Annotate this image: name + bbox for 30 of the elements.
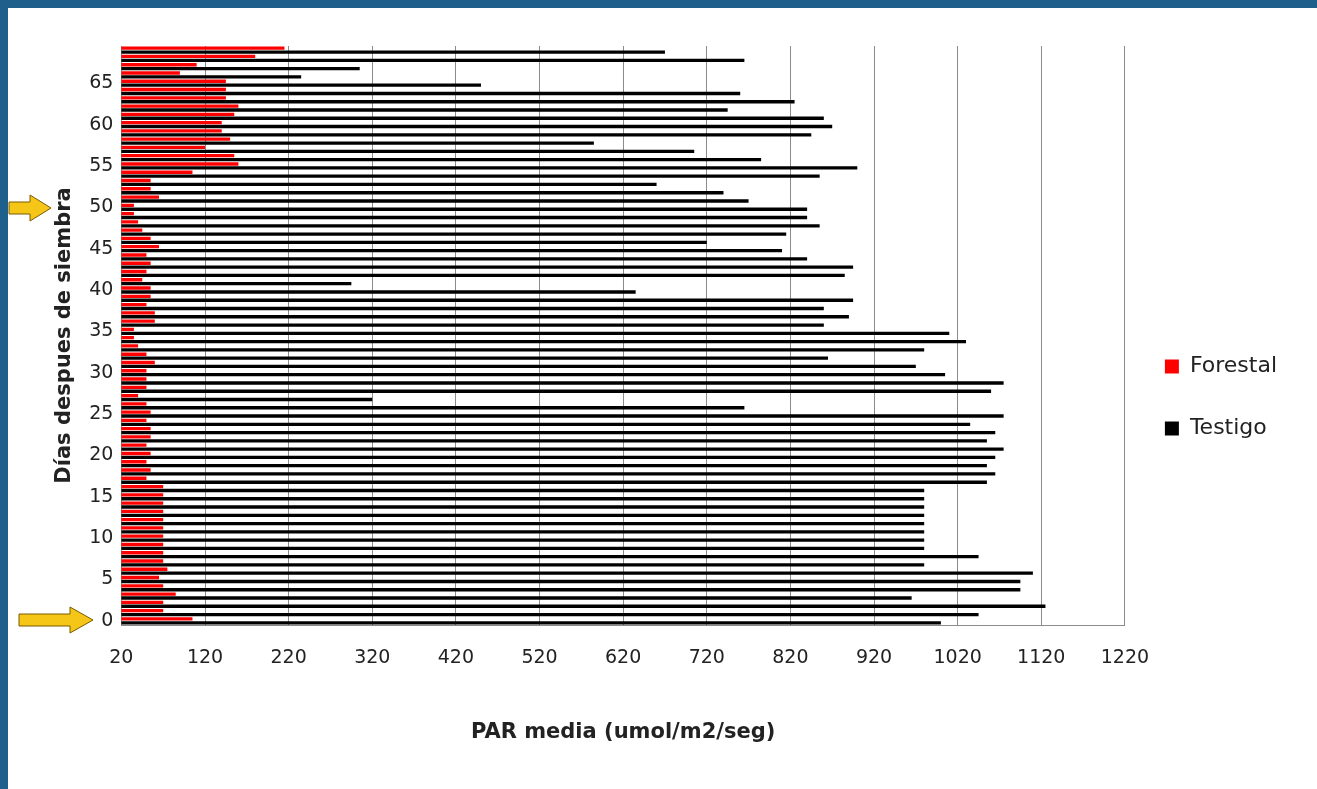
- x-tick-label: 220: [270, 645, 307, 668]
- y-tick-label: 60: [89, 111, 114, 134]
- y-tick-label: 30: [89, 359, 114, 382]
- y-tick-label: 45: [89, 235, 114, 258]
- x-tick-label: 920: [855, 645, 893, 668]
- legend-label: Forestal: [1189, 352, 1277, 378]
- y-tick-label: 10: [89, 525, 114, 548]
- y-tick-label: 25: [89, 401, 114, 424]
- y-tick-label: 50: [89, 194, 114, 217]
- x-tick-label: 1220: [1100, 645, 1150, 668]
- y-tick-label: 65: [89, 70, 114, 93]
- x-tick-label: 120: [186, 645, 224, 668]
- x-tick-label: 720: [688, 645, 725, 668]
- x-tick-label: 520: [521, 645, 558, 668]
- x-tick-label: 1120: [1017, 645, 1066, 668]
- x-tick-label: 420: [437, 645, 475, 668]
- y-tick-label: 40: [89, 276, 114, 299]
- x-tick-label: 620: [605, 645, 642, 668]
- y-tick-label: 0: [101, 607, 114, 630]
- y-axis-title: Días despues de siembra: [51, 187, 76, 484]
- y-tick-label: 55: [89, 152, 114, 175]
- x-tick-label: 820: [772, 645, 809, 668]
- x-tick-label: 1020: [933, 645, 982, 668]
- legend-label: Testigo: [1188, 414, 1267, 440]
- y-tick-label: 15: [89, 483, 114, 506]
- y-tick-label: 20: [89, 442, 114, 465]
- y-tick-label: 35: [89, 318, 114, 341]
- x-tick-label: 320: [354, 645, 391, 668]
- y-tick-label: 5: [101, 566, 114, 589]
- x-axis-title: PAR media (umol/m2/seg): [470, 718, 776, 743]
